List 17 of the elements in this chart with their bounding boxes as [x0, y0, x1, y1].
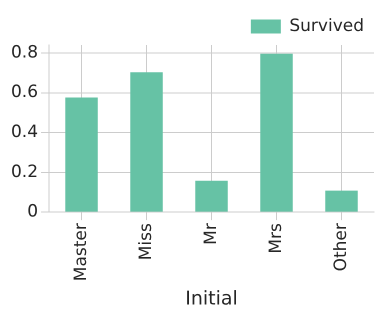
x-axis-title: Initial: [185, 288, 238, 310]
x-tick-label: Mr: [200, 223, 221, 245]
x-tick-label: Other: [330, 223, 351, 272]
y-tick-label: 0: [27, 202, 38, 222]
x-tick-label: Miss: [136, 223, 156, 260]
x-tick-label: Master: [70, 223, 91, 282]
y-tick-label: 0.4: [10, 122, 38, 142]
legend-label: Survived: [289, 16, 364, 36]
bar: [195, 180, 228, 212]
y-tick-label: 0.6: [10, 82, 38, 102]
bar: [65, 98, 98, 212]
y-tick-label: 0.2: [10, 162, 38, 182]
bar: [260, 54, 293, 212]
y-tick-label: 0.8: [10, 42, 38, 62]
x-tick-label: Mrs: [266, 223, 286, 254]
bar: [130, 72, 163, 212]
bar: [325, 190, 358, 212]
